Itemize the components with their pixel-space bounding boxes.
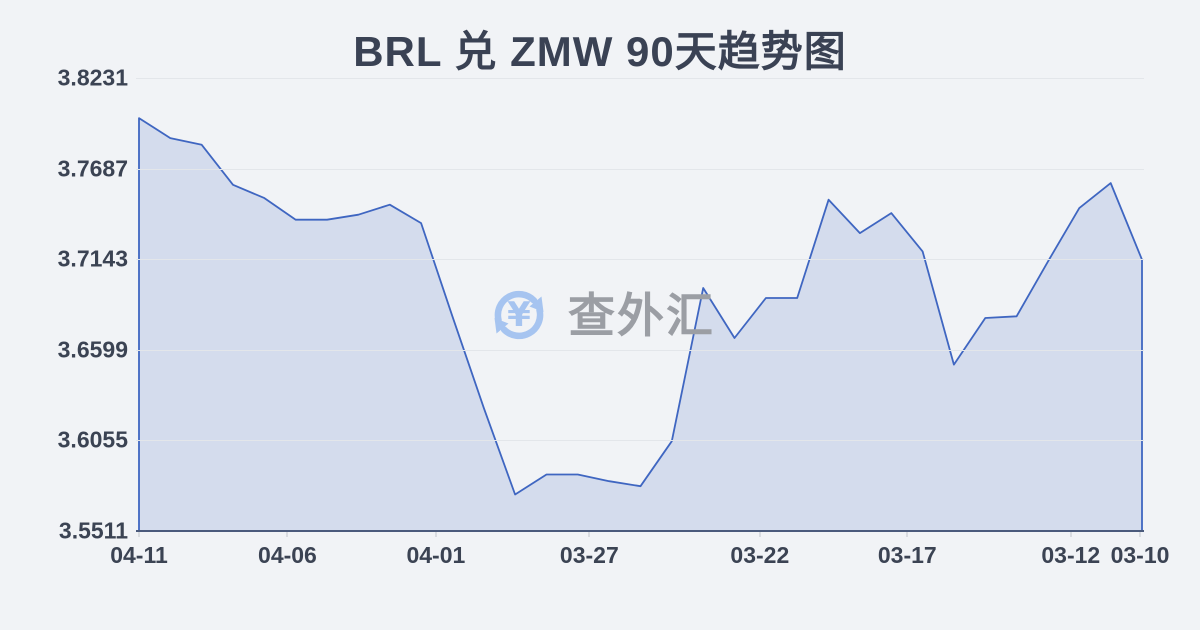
area-series: [138, 117, 1143, 531]
x-axis-tick: [906, 532, 909, 537]
gridline: [136, 349, 1144, 351]
y-axis-label: 3.6055: [57, 426, 128, 453]
trend-line: [138, 117, 1143, 531]
x-axis-label: 04-11: [110, 542, 168, 568]
x-axis-tick: [286, 532, 289, 537]
gridline: [136, 78, 1144, 79]
plot-area: [136, 78, 1144, 531]
y-axis-label: 3.7143: [57, 245, 128, 272]
x-axis-label: 03-12: [1041, 542, 1101, 568]
x-axis-label: 03-27: [559, 542, 619, 568]
x-axis-tick: [1069, 532, 1072, 537]
x-axis-label: 04-01: [406, 542, 466, 568]
y-axis-label: 3.5511: [58, 517, 128, 544]
gridline: [136, 440, 1144, 442]
x-axis-label: 04-06: [258, 542, 317, 568]
x-axis-label: 03-22: [730, 542, 790, 568]
x-axis-tick: [138, 532, 140, 537]
x-axis-tick: [588, 532, 591, 537]
y-axis-label: 3.6599: [57, 336, 128, 363]
x-axis-tick: [758, 532, 761, 537]
gridline: [136, 168, 1144, 170]
x-axis-line: [136, 530, 1144, 532]
x-axis-label: 03-17: [877, 542, 937, 568]
y-axis-label: 3.8231: [57, 64, 128, 91]
gridline: [136, 259, 1144, 261]
y-axis-label: 3.7687: [57, 155, 128, 182]
x-axis-label: 03-10: [1110, 542, 1170, 568]
x-axis-tick: [1138, 532, 1141, 537]
chart-title: BRL 兑 ZMW 90天趋势图: [353, 28, 847, 75]
x-axis-tick: [434, 532, 437, 537]
area-fill: [139, 118, 1142, 531]
